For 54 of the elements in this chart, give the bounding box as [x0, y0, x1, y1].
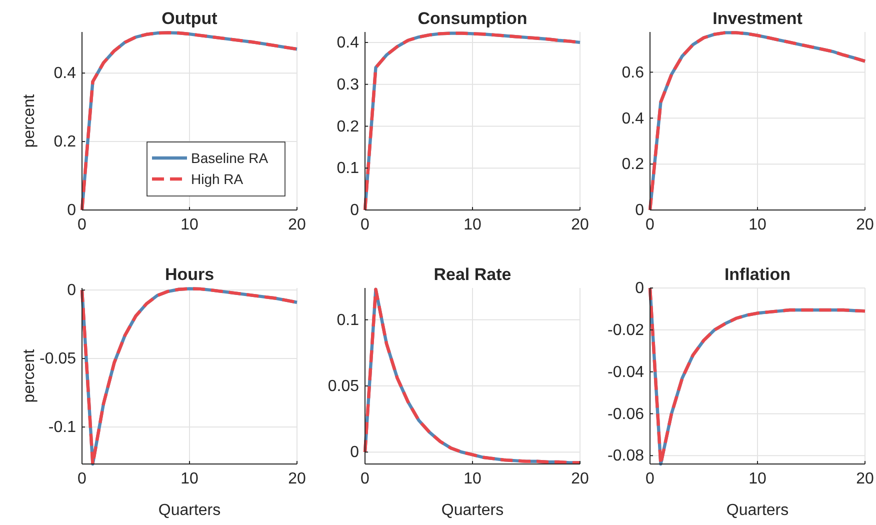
line-series [80, 287, 299, 466]
x-tick-label: 20 [288, 470, 306, 488]
line-series [363, 288, 582, 464]
y-tick-label: 0.05 [328, 378, 360, 396]
y-tick-label: 0.3 [336, 76, 360, 94]
y-tick-label: 0 [350, 202, 360, 220]
x-axis-title: Quarters [158, 502, 221, 519]
x-tick-label: 20 [571, 216, 589, 234]
y-tick-label: 0 [635, 280, 644, 298]
y-tick-label: 0.2 [336, 118, 360, 136]
y-tick-label: 0.2 [54, 134, 76, 151]
x-tick-label: 10 [748, 470, 766, 488]
y-tick-label: 0.2 [622, 156, 644, 174]
legend-label: Baseline RA [191, 150, 269, 166]
line-series [648, 286, 867, 466]
chart-title: Inflation [724, 265, 791, 284]
chart-title: Investment [712, 9, 803, 28]
line-series [80, 31, 299, 212]
x-tick-label: 20 [856, 216, 874, 234]
y-axis-title: percent [21, 94, 38, 148]
x-tick-label: 20 [856, 470, 874, 488]
y-tick-label: -0.05 [40, 350, 76, 368]
y-tick-label: 0.1 [336, 160, 360, 178]
x-tick-label: 10 [464, 470, 482, 488]
line-series [648, 31, 867, 212]
chart-title: Real Rate [434, 265, 512, 284]
x-tick-label: 10 [180, 216, 198, 234]
y-tick-label: 0.4 [54, 65, 76, 82]
y-tick-label: 0.4 [336, 34, 360, 52]
x-tick-label: 20 [288, 216, 306, 234]
chart-title: Output [162, 9, 218, 28]
y-axis-title: percent [21, 348, 38, 403]
x-axis-title: Quarters [726, 502, 789, 519]
line-series [363, 32, 582, 212]
y-tick-label: 0.1 [336, 312, 360, 329]
y-tick-label: 0.6 [622, 64, 644, 82]
legend-label: High RA [191, 171, 244, 187]
y-tick-label: -0.04 [608, 364, 644, 381]
y-tick-label: 0 [67, 202, 76, 220]
x-tick-label: 10 [180, 470, 198, 488]
y-tick-label: -0.08 [608, 448, 644, 465]
x-tick-label: 20 [571, 470, 589, 488]
x-axis-title: Quarters [441, 502, 504, 519]
y-tick-label: -0.06 [608, 406, 644, 423]
y-tick-label: 0.4 [622, 110, 644, 128]
chart-title: Hours [164, 265, 214, 284]
y-tick-label: -0.1 [48, 419, 76, 436]
x-tick-label: 10 [464, 216, 482, 234]
y-tick-label: -0.02 [608, 322, 644, 340]
chart-title: Consumption [418, 9, 528, 28]
x-tick-label: 10 [748, 216, 766, 234]
y-tick-label: 0 [67, 282, 76, 300]
y-tick-label: 0 [635, 202, 644, 220]
y-tick-label: 0 [350, 444, 360, 462]
